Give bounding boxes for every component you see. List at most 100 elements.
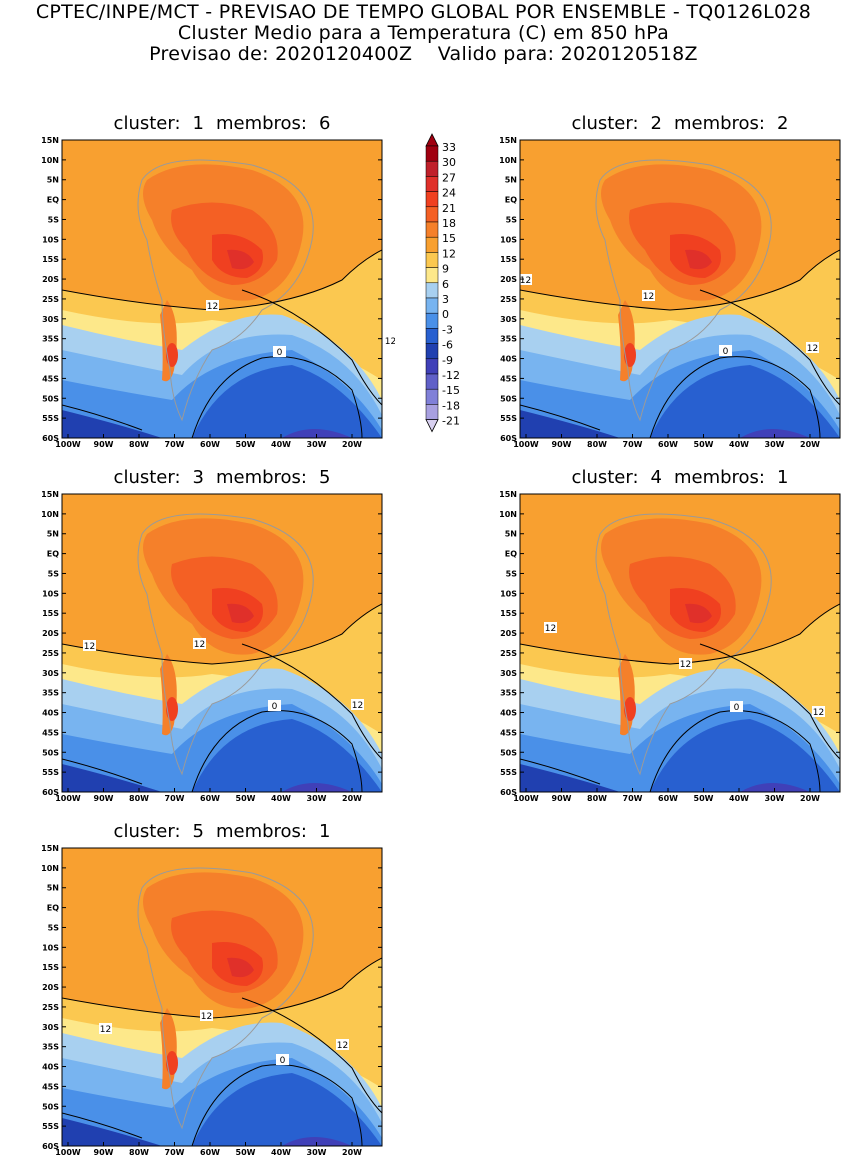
panel-5-title: cluster: 5 membros: 1 [113, 821, 331, 842]
lon-tick-label: 90W [94, 440, 114, 449]
svg-text:12: 12 [520, 276, 531, 286]
lat-tick-label: 35S [500, 689, 517, 698]
lat-tick-label: 10S [42, 235, 59, 244]
svg-text:12: 12 [385, 337, 395, 347]
panel-4-title: cluster: 4 membros: 1 [571, 467, 789, 488]
lat-tick-label: 40S [42, 1063, 59, 1072]
header-line-3: Previsao de: 2020120400Z Valido para: 20… [0, 44, 847, 64]
colorbar-label: 33 [442, 141, 456, 154]
lat-tick-label: 25S [42, 649, 59, 658]
lat-tick-label: 60S [500, 788, 517, 797]
header-line-2: Cluster Medio para a Temperatura (C) em … [177, 22, 670, 44]
colorbar-label: 24 [442, 187, 456, 200]
contour-label: 12 [351, 699, 364, 711]
lat-tick-label: EQ [47, 196, 59, 205]
colorbar-swatch [425, 343, 439, 360]
lat-tick-label: 15N [41, 844, 59, 853]
svg-text:12: 12 [207, 302, 218, 312]
colorbar-label: 18 [442, 217, 456, 230]
lat-tick-label: 5N [505, 530, 517, 539]
lat-tick-label: 50S [42, 394, 59, 403]
lat-tick-label: 45S [42, 1082, 59, 1091]
lat-tick-label: EQ [47, 904, 59, 913]
lat-tick-label: 60S [42, 434, 59, 443]
lon-tick-label: 100W [55, 1148, 81, 1157]
contour-label: 0 [276, 1054, 289, 1066]
panel-1-title: cluster: 1 membros: 6 [113, 113, 331, 134]
svg-text:12: 12 [194, 640, 205, 650]
colorbar-swatch [425, 236, 439, 253]
lat-tick-label: 25S [500, 649, 517, 658]
colorbar-swatch [425, 206, 439, 223]
contour-label: 0 [730, 701, 743, 713]
lon-tick-label: 90W [94, 794, 114, 803]
lat-tick-label: 15N [41, 490, 59, 499]
contour-label: 0 [268, 700, 281, 712]
lon-tick-label: 90W [552, 794, 572, 803]
colorbar-swatch [425, 191, 439, 208]
lat-tick-label: 5S [506, 569, 518, 578]
lon-tick-label: 50W [236, 794, 256, 803]
colorbar-swatch [425, 358, 439, 375]
lat-tick-label: 45S [42, 374, 59, 383]
lon-tick-label: 90W [552, 440, 572, 449]
contour-label: 12 [193, 638, 206, 650]
svg-text:12: 12 [100, 1025, 111, 1035]
lat-tick-label: 5S [48, 923, 60, 932]
svg-text:0: 0 [277, 348, 283, 358]
lon-tick-label: 40W [271, 794, 291, 803]
colorbar-label: 27 [442, 171, 456, 184]
colorbar-bottom-arrow [425, 419, 439, 433]
lat-tick-label: 50S [500, 748, 517, 757]
header-line-1: CPTEC/INPE/MCT - PREVISAO DE TEMPO GLOBA… [35, 1, 812, 23]
colorbar-swatch [425, 267, 439, 284]
lat-tick-label: 5S [48, 215, 60, 224]
svg-text:12: 12 [643, 292, 654, 302]
contour-label: 12 [642, 290, 655, 302]
lat-tick-label: 5S [48, 569, 60, 578]
colorbar-swatch [425, 252, 439, 268]
lat-tick-label: 20S [500, 275, 517, 284]
lat-tick-label: 5N [47, 530, 59, 539]
lat-tick-label: 10S [42, 943, 59, 952]
lat-tick-label: 55S [500, 414, 517, 423]
colorbar-swatch [425, 388, 439, 405]
svg-text:12: 12 [813, 708, 824, 718]
lat-tick-label: 5N [505, 176, 517, 185]
lat-tick-label: 10N [41, 156, 59, 165]
svg-text:0: 0 [723, 347, 729, 357]
lat-tick-label: 25S [42, 1003, 59, 1012]
lat-tick-label: 10N [41, 864, 59, 873]
lon-tick-label: 40W [271, 1148, 291, 1157]
colorbar-label: 30 [442, 156, 456, 169]
colorbar-label: 6 [442, 278, 449, 291]
valid-for-label: Valido para: [437, 43, 555, 65]
contour-label: 12 [812, 706, 825, 718]
lon-tick-label: 60W [658, 440, 678, 449]
colorbar-swatch [425, 328, 439, 344]
lat-tick-label: 10S [500, 235, 517, 244]
lon-tick-label: 50W [236, 440, 256, 449]
lon-tick-label: 80W [587, 440, 607, 449]
colorbar-label: -3 [442, 323, 453, 336]
map-panel-cluster-3: 12 12 12 0 15N 10N 5N EQ 5S 10S 15S 20S 25S 30S 35S 40S… [41, 490, 383, 803]
svg-text:12: 12 [545, 624, 556, 634]
lat-tick-label: 15S [500, 609, 517, 618]
lat-tick-label: 30S [500, 315, 517, 324]
lat-tick-label: 40S [42, 709, 59, 718]
lat-tick-label: 15S [42, 963, 59, 972]
lon-tick-label: 80W [129, 794, 149, 803]
lat-tick-label: 40S [42, 355, 59, 364]
lat-tick-label: 30S [500, 669, 517, 678]
colorbar-label: -9 [442, 354, 453, 367]
lon-tick-label: 70W [623, 440, 643, 449]
colorbar-label: 21 [442, 202, 456, 215]
lat-tick-label: 10N [499, 510, 517, 519]
lat-tick-label: 20S [500, 629, 517, 638]
contour-label: 12 [519, 274, 532, 286]
lat-tick-label: 10N [41, 510, 59, 519]
contour-label: 12 [384, 335, 395, 347]
lon-tick-label: 100W [513, 440, 539, 449]
svg-text:12: 12 [337, 1041, 348, 1051]
